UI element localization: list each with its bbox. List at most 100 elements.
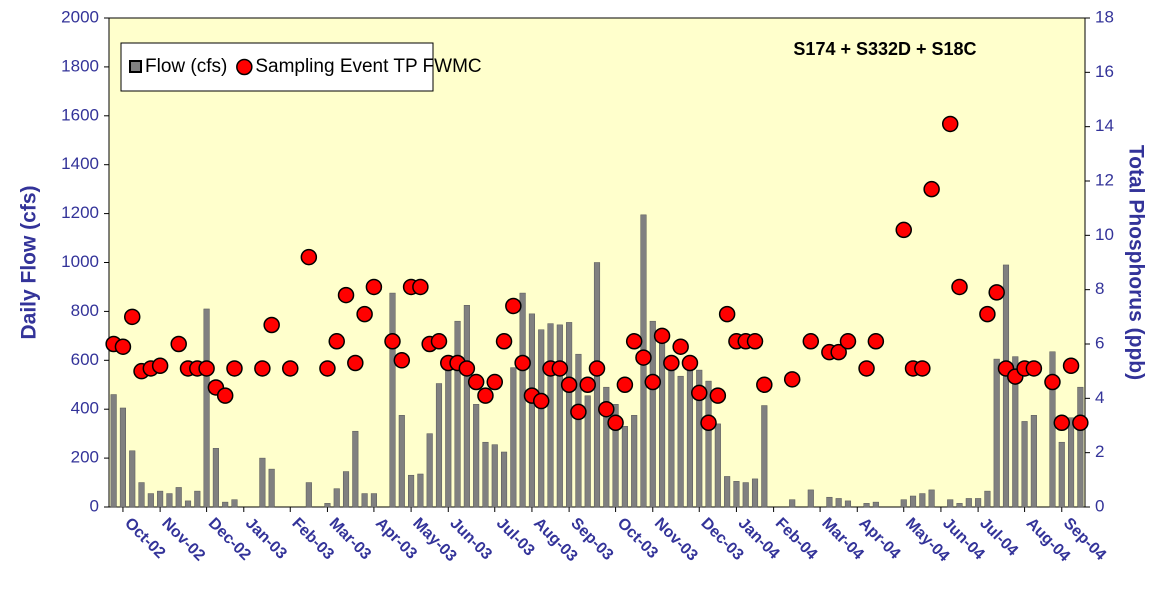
point — [746, 333, 764, 350]
point — [570, 403, 587, 421]
bar — [259, 457, 266, 508]
bar — [370, 493, 377, 508]
y2-tick-label: 18 — [1095, 7, 1114, 26]
bar — [212, 448, 219, 508]
bar — [194, 490, 201, 508]
point — [672, 338, 689, 355]
bar — [324, 503, 331, 508]
bar — [872, 501, 879, 508]
bar — [1021, 421, 1028, 508]
point — [783, 371, 801, 388]
bar — [538, 329, 545, 508]
y-tick-label: 2000 — [61, 7, 99, 26]
legend-label: Sampling Event TP FWMC — [255, 56, 481, 77]
bar — [1058, 441, 1065, 508]
bar — [965, 498, 972, 508]
point — [551, 360, 569, 377]
point — [802, 333, 820, 350]
bar — [928, 489, 935, 508]
bar — [1012, 356, 1019, 508]
point — [384, 333, 401, 350]
bar — [222, 501, 229, 508]
bar — [333, 488, 340, 508]
point — [365, 278, 383, 296]
bar — [203, 308, 210, 508]
point — [681, 354, 699, 372]
y-tick-label: 1000 — [61, 252, 99, 271]
point — [718, 305, 736, 323]
point — [616, 376, 634, 393]
point — [1053, 414, 1071, 432]
bar — [696, 369, 703, 508]
bar — [975, 498, 982, 508]
bar — [1002, 264, 1010, 508]
y-tick-label: 800 — [71, 301, 99, 320]
bar — [417, 473, 424, 508]
point — [430, 333, 448, 350]
bar — [426, 433, 433, 508]
bar — [175, 487, 182, 508]
bar — [445, 364, 452, 508]
point — [625, 333, 643, 350]
bar — [119, 407, 126, 508]
point — [486, 373, 504, 391]
point — [347, 354, 364, 372]
x-tick-label: Nov-03 — [651, 515, 701, 565]
bar — [528, 313, 535, 508]
x-tick-label: Jul-03 — [493, 515, 538, 560]
point — [1072, 414, 1089, 432]
point — [663, 354, 680, 372]
point — [941, 115, 959, 133]
bar — [826, 496, 833, 508]
point — [979, 305, 996, 323]
bar — [129, 450, 136, 508]
bar — [110, 394, 117, 508]
point — [319, 360, 336, 377]
point — [282, 360, 299, 377]
point — [653, 327, 671, 345]
bar — [166, 493, 173, 508]
point — [895, 221, 912, 239]
bar — [408, 474, 415, 508]
bar — [733, 481, 740, 508]
chart-title: S174 + S332D + S18C — [793, 39, 976, 59]
bar — [1049, 351, 1056, 508]
point — [588, 360, 606, 377]
y2-axis-title: Total Phosphorus (ppb) — [1124, 145, 1147, 380]
bar — [603, 386, 610, 508]
point — [579, 376, 596, 393]
point — [356, 305, 373, 323]
bar — [677, 375, 684, 508]
bar — [984, 490, 991, 508]
legend-box — [120, 42, 434, 92]
y-tick-label: 600 — [71, 350, 99, 369]
point — [709, 387, 727, 404]
point — [198, 360, 215, 377]
y2-tick-label: 8 — [1095, 279, 1104, 298]
point — [458, 360, 476, 377]
bar — [482, 441, 489, 508]
bar — [473, 404, 480, 508]
bar — [342, 471, 350, 508]
x-tick-label: Feb-04 — [772, 515, 821, 564]
y-axis-title: Daily Flow (cfs) — [18, 185, 41, 339]
point — [1025, 360, 1043, 377]
bar — [649, 320, 656, 508]
x-tick-label: Mar-03 — [326, 515, 375, 564]
y2-tick-label: 14 — [1095, 116, 1114, 135]
bar — [947, 499, 954, 508]
point — [393, 352, 411, 369]
bar — [844, 500, 852, 508]
bar — [575, 353, 582, 508]
point — [254, 360, 271, 377]
bar — [761, 405, 768, 508]
bar — [612, 404, 619, 508]
y2-tick-label: 6 — [1095, 333, 1104, 352]
bar — [454, 320, 461, 508]
bar — [751, 478, 759, 508]
y2-tick-label: 4 — [1095, 388, 1104, 407]
point — [858, 360, 875, 377]
point — [170, 335, 187, 353]
point — [598, 400, 615, 418]
